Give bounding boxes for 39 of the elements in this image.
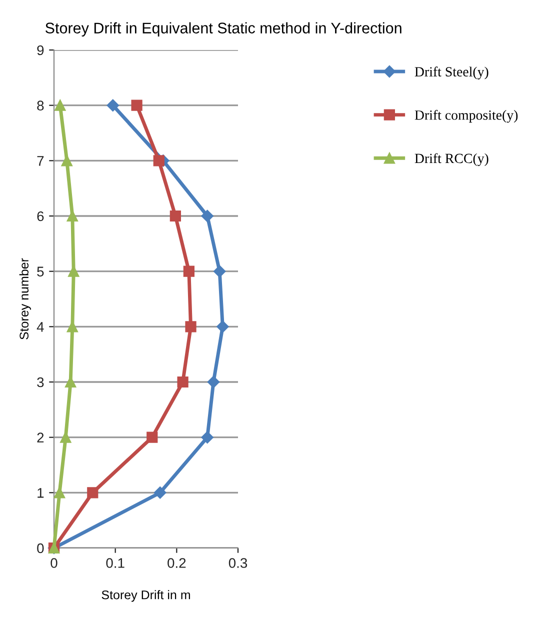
legend-label: Drift RCC(y) (414, 153, 488, 166)
x-tick-label: 0 (50, 558, 58, 568)
y-tick-label: 2 (37, 432, 44, 442)
point (201, 210, 214, 222)
point (60, 432, 72, 443)
chart-title: Storey Drift in Equivalent Static method in Y-direction (45, 22, 402, 37)
y-tick-label: 7 (37, 156, 44, 166)
point (183, 266, 194, 277)
point (214, 265, 226, 278)
y-tick-label: 6 (37, 211, 44, 222)
point (154, 486, 166, 499)
point (170, 210, 181, 222)
point (207, 376, 220, 388)
point (216, 320, 229, 333)
y-tick-label: 9 (37, 45, 44, 56)
y-tick-label: 4 (36, 322, 44, 332)
point (54, 100, 66, 111)
x-tick-label: 0.2 (168, 558, 186, 568)
point (87, 487, 98, 498)
point (153, 155, 164, 166)
y-tick-label: 3 (37, 377, 44, 388)
point (201, 431, 214, 444)
legend-label: Drift composite(y) (414, 110, 518, 123)
x-tick-label: 0.3 (228, 558, 248, 568)
y-tick-label: 1 (38, 488, 44, 498)
x-tick-label: 0.1 (106, 558, 124, 568)
point (61, 155, 72, 166)
x-axis-title: Storey Drift in m (102, 590, 190, 602)
point (177, 376, 188, 388)
y-tick-label: 8 (37, 100, 44, 111)
legend-label: Drift Steel(y) (414, 66, 488, 80)
point (131, 100, 142, 111)
point (106, 99, 119, 112)
point (54, 487, 66, 498)
point (146, 432, 158, 443)
y-tick-label: 0 (37, 543, 44, 554)
y-axis-title: Storey number (19, 258, 31, 340)
y-tick-label: 5 (37, 266, 44, 277)
point (185, 321, 196, 332)
